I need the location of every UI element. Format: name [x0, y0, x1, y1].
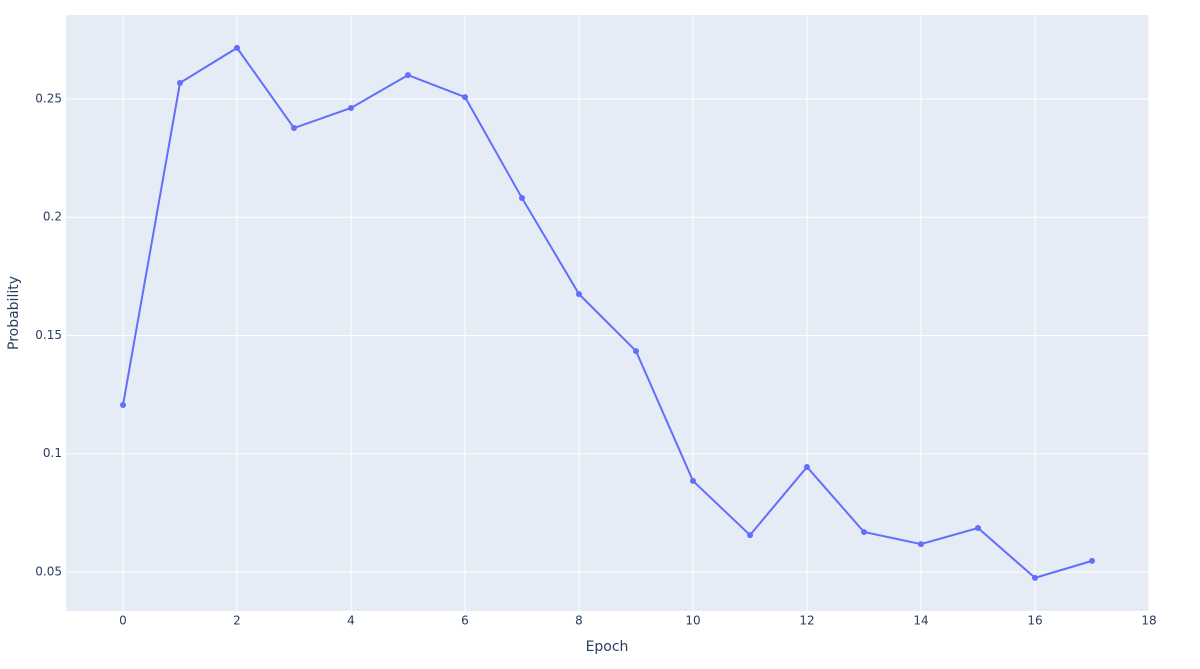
y-tick-label: 0.15 [35, 328, 62, 342]
y-tick-label: 0.2 [43, 210, 62, 224]
y-tick-label: 0.1 [43, 446, 62, 460]
x-tick-label: 16 [1027, 614, 1042, 628]
point [633, 348, 639, 355]
point [519, 195, 525, 202]
y-axis-label: Probability [6, 276, 22, 350]
y-tick-label: 0.25 [35, 91, 62, 105]
point [177, 79, 183, 86]
x-tick-label: 14 [913, 614, 928, 628]
line [122, 46, 1093, 580]
point [747, 532, 753, 539]
point [348, 104, 354, 111]
x-tick-label: 0 [119, 614, 127, 628]
x-tick-label: 2 [233, 614, 241, 628]
y-tick-label: 0.05 [35, 564, 62, 578]
point [690, 477, 696, 484]
x-tick-label: 8 [575, 614, 583, 628]
x-tick-label: 4 [347, 614, 355, 628]
point [120, 402, 126, 409]
point [1032, 574, 1038, 581]
plot-area [66, 15, 1149, 611]
point [405, 72, 411, 79]
point [918, 541, 924, 548]
point [234, 44, 240, 51]
point [462, 94, 468, 101]
point [861, 529, 867, 536]
x-tick-label: 18 [1141, 614, 1156, 628]
point [291, 125, 297, 132]
point [975, 524, 981, 531]
point [804, 463, 810, 470]
x-axis-label: Epoch [586, 639, 629, 655]
x-tick-label: 10 [685, 614, 700, 628]
point [1089, 557, 1095, 564]
x-tick-label: 12 [799, 614, 814, 628]
x-tick-label: 6 [461, 614, 469, 628]
point [576, 291, 582, 298]
